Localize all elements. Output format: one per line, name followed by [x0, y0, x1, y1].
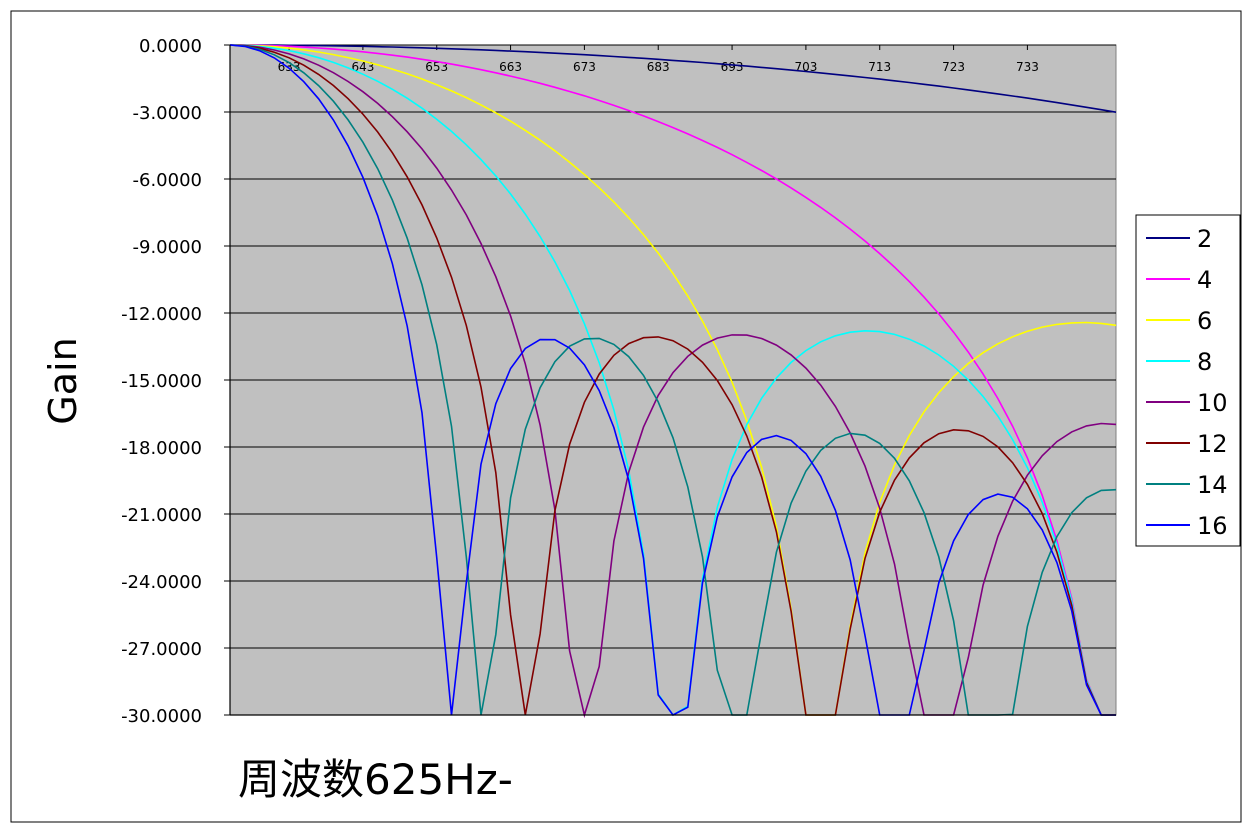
- x-tick-label: 723: [942, 60, 965, 74]
- x-tick-label: 693: [721, 60, 744, 74]
- y-tick-label: -12.0000: [121, 304, 202, 325]
- series-line-6: [229, 44, 1117, 716]
- y-tick-label: -30.0000: [121, 706, 202, 727]
- y-tick-label: -18.0000: [121, 438, 202, 459]
- y-tick-label: -21.0000: [121, 505, 202, 526]
- y-tick-label: -6.0000: [133, 170, 202, 191]
- legend-label-6: 6: [1197, 307, 1212, 335]
- legend-label-14: 14: [1197, 471, 1228, 499]
- legend-label-4: 4: [1197, 266, 1212, 294]
- x-axis-label: 周波数625Hz-: [238, 755, 513, 804]
- x-tick-label: 653: [425, 60, 448, 74]
- x-tick-label: 683: [647, 60, 670, 74]
- x-tick-label: 663: [499, 60, 522, 74]
- legend-label-10: 10: [1197, 389, 1228, 417]
- y-tick-label: -3.0000: [133, 103, 202, 124]
- legend: 2 4 6 8 10 12 14 16: [1135, 214, 1241, 547]
- x-tick-label: 643: [351, 60, 374, 74]
- y-tick-label: 0.0000: [139, 36, 202, 57]
- y-axis-label: Gain: [41, 337, 85, 424]
- series-line-12: [229, 44, 1116, 716]
- series-line-2: [230, 44, 1117, 113]
- y-tick-label: -27.0000: [121, 639, 202, 660]
- series-line-4: [229, 44, 1116, 716]
- legend-box: [1135, 214, 1241, 547]
- y-tick-label: -9.0000: [133, 237, 202, 258]
- legend-label-8: 8: [1197, 348, 1212, 376]
- x-tick-label: 713: [868, 60, 891, 74]
- y-tick-label: -15.0000: [121, 371, 202, 392]
- y-axis-ticks: 0.0000 -3.0000 -6.0000 -9.0000 -12.0000 -15.0…: [121, 36, 230, 727]
- legend-label-12: 12: [1197, 430, 1228, 458]
- legend-label-16: 16: [1197, 512, 1228, 540]
- series-line-10: [229, 44, 1117, 719]
- y-tick-label: -24.0000: [121, 572, 202, 593]
- legend-label-2: 2: [1197, 225, 1212, 253]
- x-tick-label: 673: [573, 60, 596, 74]
- x-tick-label: 733: [1016, 60, 1039, 74]
